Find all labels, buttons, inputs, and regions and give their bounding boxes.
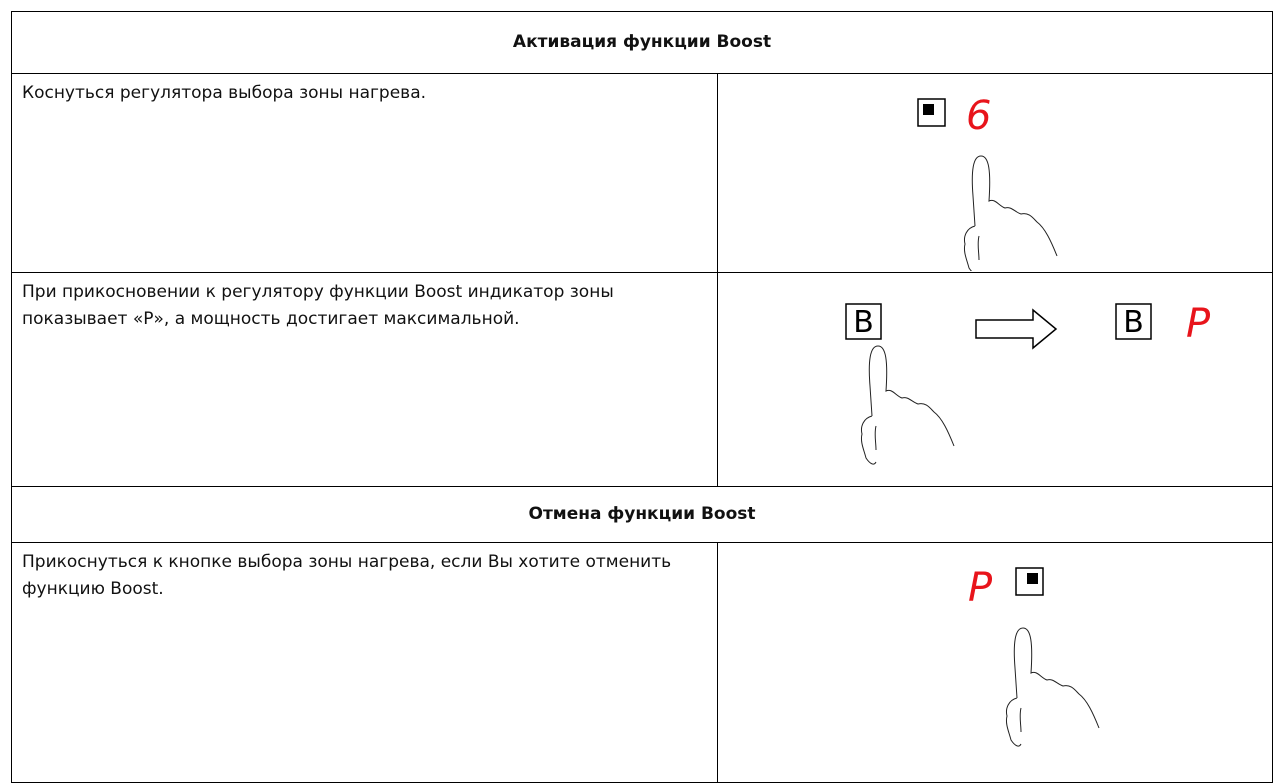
- illustration: 6: [917, 93, 1058, 271]
- step-illustration: 6: [716, 73, 1274, 273]
- zone-icon: [923, 104, 934, 115]
- step-text: Коснуться регулятора выбора зоны нагрева…: [11, 73, 718, 273]
- zone-display: P: [1186, 301, 1211, 347]
- boost-label: B: [853, 305, 874, 340]
- instruction-table: Активация функции Boost Коснуться регуля…: [10, 11, 1274, 783]
- zone-display: P: [968, 565, 993, 611]
- illustration: P: [968, 565, 1100, 747]
- hand: [860, 345, 955, 465]
- illustration: B B P: [845, 301, 1211, 465]
- step-illustration: B B P: [716, 272, 1274, 487]
- boost-label: B: [1123, 305, 1144, 340]
- step-text: Прикоснуться к кнопке выбора зоны нагрев…: [11, 542, 718, 783]
- section-title: Активация функции Boost: [10, 11, 1274, 74]
- boost-button: [1115, 303, 1152, 340]
- hand: [963, 155, 1058, 271]
- zone-icon: [1027, 573, 1038, 584]
- boost-button: [845, 303, 882, 340]
- step-illustration: P: [716, 542, 1274, 783]
- arrow: [975, 308, 1058, 350]
- step-text: При прикосновении к регулятору функции B…: [11, 272, 718, 487]
- section-title: Отмена функции Boost: [10, 486, 1274, 543]
- zone-display: 6: [966, 93, 991, 139]
- zone-button: [917, 98, 946, 127]
- hand: [1005, 627, 1100, 747]
